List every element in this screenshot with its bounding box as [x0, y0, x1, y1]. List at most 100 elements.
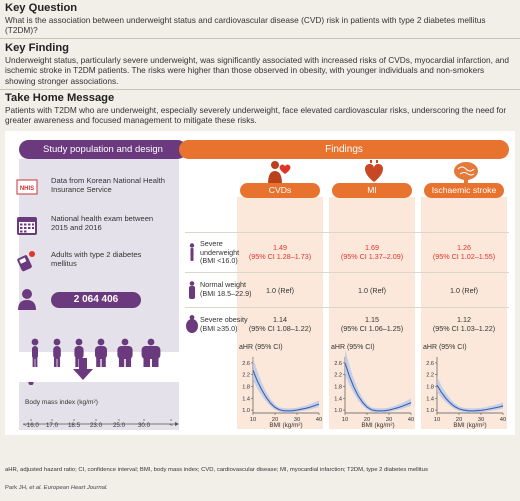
plot-x-tick-label: 40 — [500, 417, 506, 423]
key-finding-text: Underweight status, particularly severe … — [5, 55, 510, 86]
plot-y-tick-label: 1.4 — [242, 396, 250, 402]
bmi-title: Body mass index (kg/m²) — [25, 399, 98, 406]
graphical-abstract: Study population and design Findings NHI… — [5, 131, 515, 435]
brain-icon — [454, 162, 478, 183]
plot-xlabel: BMI (kg/m²) — [361, 422, 394, 429]
body-silhouette-icon — [141, 338, 161, 367]
bmi-scale: Body mass index (kg/m²) — [23, 382, 179, 426]
plot-y-tick-label: 1.4 — [334, 396, 342, 402]
key-finding-section: Key Finding Underweight status, particul… — [0, 40, 520, 87]
body-silhouette-icon — [117, 338, 133, 367]
row-label-severe-underweight: Severe underweight (BMI <16.0) — [200, 239, 240, 266]
plot-x-tick-label: 20 — [272, 417, 278, 423]
plot-y-tick-label: 2.2 — [242, 373, 250, 379]
plot-hr-curve — [252, 370, 320, 412]
bmi-tick-label: 25.0 — [113, 422, 126, 428]
plot-ylabel: aHR (95% CI) — [239, 344, 283, 351]
plot-x-tick-label: 40 — [316, 417, 322, 423]
body-silhouette-icon — [28, 382, 34, 385]
cell-cvd-normal: 1.0 (Ref) — [266, 286, 294, 295]
heart-person-icon — [268, 161, 291, 184]
key-question-title: Key Question — [5, 2, 78, 14]
plot-xlabel: BMI (kg/m²) — [269, 422, 302, 429]
plot-x-tick-label: 30 — [386, 417, 392, 423]
mi-column — [329, 197, 415, 429]
bmi-tick-label: 18.5 — [68, 422, 81, 428]
divider — [0, 89, 520, 90]
cvd-spline-plot: 2.6 2.2 1.8 1.4 1.010 20 30 40 BMI (kg/m²) — [242, 357, 322, 429]
arrow-down-icon — [73, 358, 93, 380]
plot-y-tick-label: 1.0 — [242, 408, 250, 414]
body-silhouettes — [28, 382, 34, 385]
obese-person-icon — [186, 315, 198, 333]
bmi-panel: Body mass index (kg/m²) — [19, 382, 179, 430]
take-home-text: Patients with T2DM who are underweight, … — [5, 105, 507, 126]
body-silhouette-icon — [53, 338, 61, 367]
plot-hr-curve — [436, 384, 504, 412]
cvd-column — [237, 197, 323, 429]
study-item-population: Adults with type 2 diabetes mellitus — [51, 250, 142, 269]
bmi-tick-label: 17.0 — [46, 422, 59, 428]
plot-y-tick-label: 2.2 — [426, 373, 434, 379]
cell-mi-obesity: 1.15 (95% CI 1.06–1.25) — [340, 315, 404, 333]
row-divider — [185, 232, 509, 233]
mi-spline-plot: 2.6 2.2 1.8 1.4 1.010 20 30 40 BMI (kg/m²) — [334, 351, 414, 429]
row-divider — [185, 272, 509, 273]
cell-stroke-obesity: 1.12 (95% CI 1.03–1.22) — [432, 315, 496, 333]
plot-ylabel: aHR (95% CI) — [331, 344, 375, 351]
study-design-title: Study population and design — [19, 140, 187, 159]
plot-x-tick-label: 40 — [408, 417, 414, 423]
plot-y-tick-label: 2.6 — [242, 361, 250, 367]
plot-y-tick-label: 1.8 — [334, 384, 342, 390]
plot-x-tick-label: 30 — [478, 417, 484, 423]
row-label-normal-weight: Normal weight (BMI 18.5–22.9) — [200, 280, 252, 298]
cell-cvd-obesity: 1.14 (95% CI 1.08–1.22) — [248, 315, 312, 333]
plot-x-tick-label: 20 — [456, 417, 462, 423]
stroke-spline-plot: 2.6 2.2 1.8 1.4 1.010 20 30 40 BMI (kg/m²) — [426, 357, 506, 429]
heart-icon — [364, 160, 384, 182]
study-design-panel — [19, 159, 179, 352]
patient-count: 2 064 406 — [51, 292, 141, 308]
plot-ci-band — [437, 376, 503, 413]
plot-y-tick-label: 1.4 — [426, 396, 434, 402]
plot-y-tick-label: 1.8 — [242, 384, 250, 390]
nhis-logo-icon: NHIS — [16, 179, 38, 195]
findings-title: Findings — [179, 140, 509, 159]
cell-stroke-underweight: 1.26 (95% CI 1.02–1.55) — [432, 243, 496, 261]
plot-y-tick-label: 2.6 — [426, 361, 434, 367]
key-finding-title: Key Finding — [5, 42, 70, 54]
bmi-tick-label: 23.0 — [90, 422, 103, 428]
calendar-icon — [17, 217, 37, 235]
bmi-tick-label: 30.0 — [138, 422, 151, 428]
plot-y-tick-label: 1.8 — [426, 384, 434, 390]
body-silhouette-icon — [95, 338, 107, 367]
cell-cvd-underweight: 1.49 (95% CI 1.28–1.73) — [248, 243, 312, 261]
study-item-data-source: Data from Korean National Health Insuran… — [51, 176, 165, 195]
row-divider — [185, 307, 509, 308]
plot-x-tick-label: 10 — [250, 417, 256, 423]
bmi-tick-label: ~ — [169, 422, 173, 428]
take-home-title: Take Home Message — [5, 92, 115, 104]
plot-y-tick-label: 2.6 — [334, 361, 342, 367]
cell-mi-underweight: 1.69 (95% CI 1.37–2.09) — [340, 243, 404, 261]
underweight-person-icon — [189, 243, 195, 261]
plot-x-tick-label: 10 — [434, 417, 440, 423]
plot-x-tick-label: 30 — [294, 417, 300, 423]
nhis-logo-text: NHIS — [20, 186, 34, 192]
divider — [0, 38, 520, 39]
plot-y-tick-label: 2.2 — [334, 373, 342, 379]
plot-y-tick-label: 1.0 — [334, 408, 342, 414]
plot-x-tick-label: 10 — [342, 417, 348, 423]
person-icon — [18, 289, 36, 310]
plot-xlabel: BMI (kg/m²) — [453, 422, 486, 429]
plot-y-tick-label: 1.0 — [426, 408, 434, 414]
body-silhouette-icon — [31, 338, 39, 367]
column-cvds: CVDs — [240, 183, 320, 198]
plot-x-tick-label: 20 — [364, 417, 370, 423]
key-question-text: What is the association between underwei… — [5, 15, 486, 36]
column-mi: MI — [332, 183, 412, 198]
plot-ci-band — [345, 351, 411, 413]
study-item-exam: National health exam between 2015 and 20… — [51, 214, 154, 233]
take-home-section: Take Home Message Patients with T2DM who… — [0, 90, 520, 126]
cell-stroke-normal: 1.0 (Ref) — [450, 286, 478, 295]
